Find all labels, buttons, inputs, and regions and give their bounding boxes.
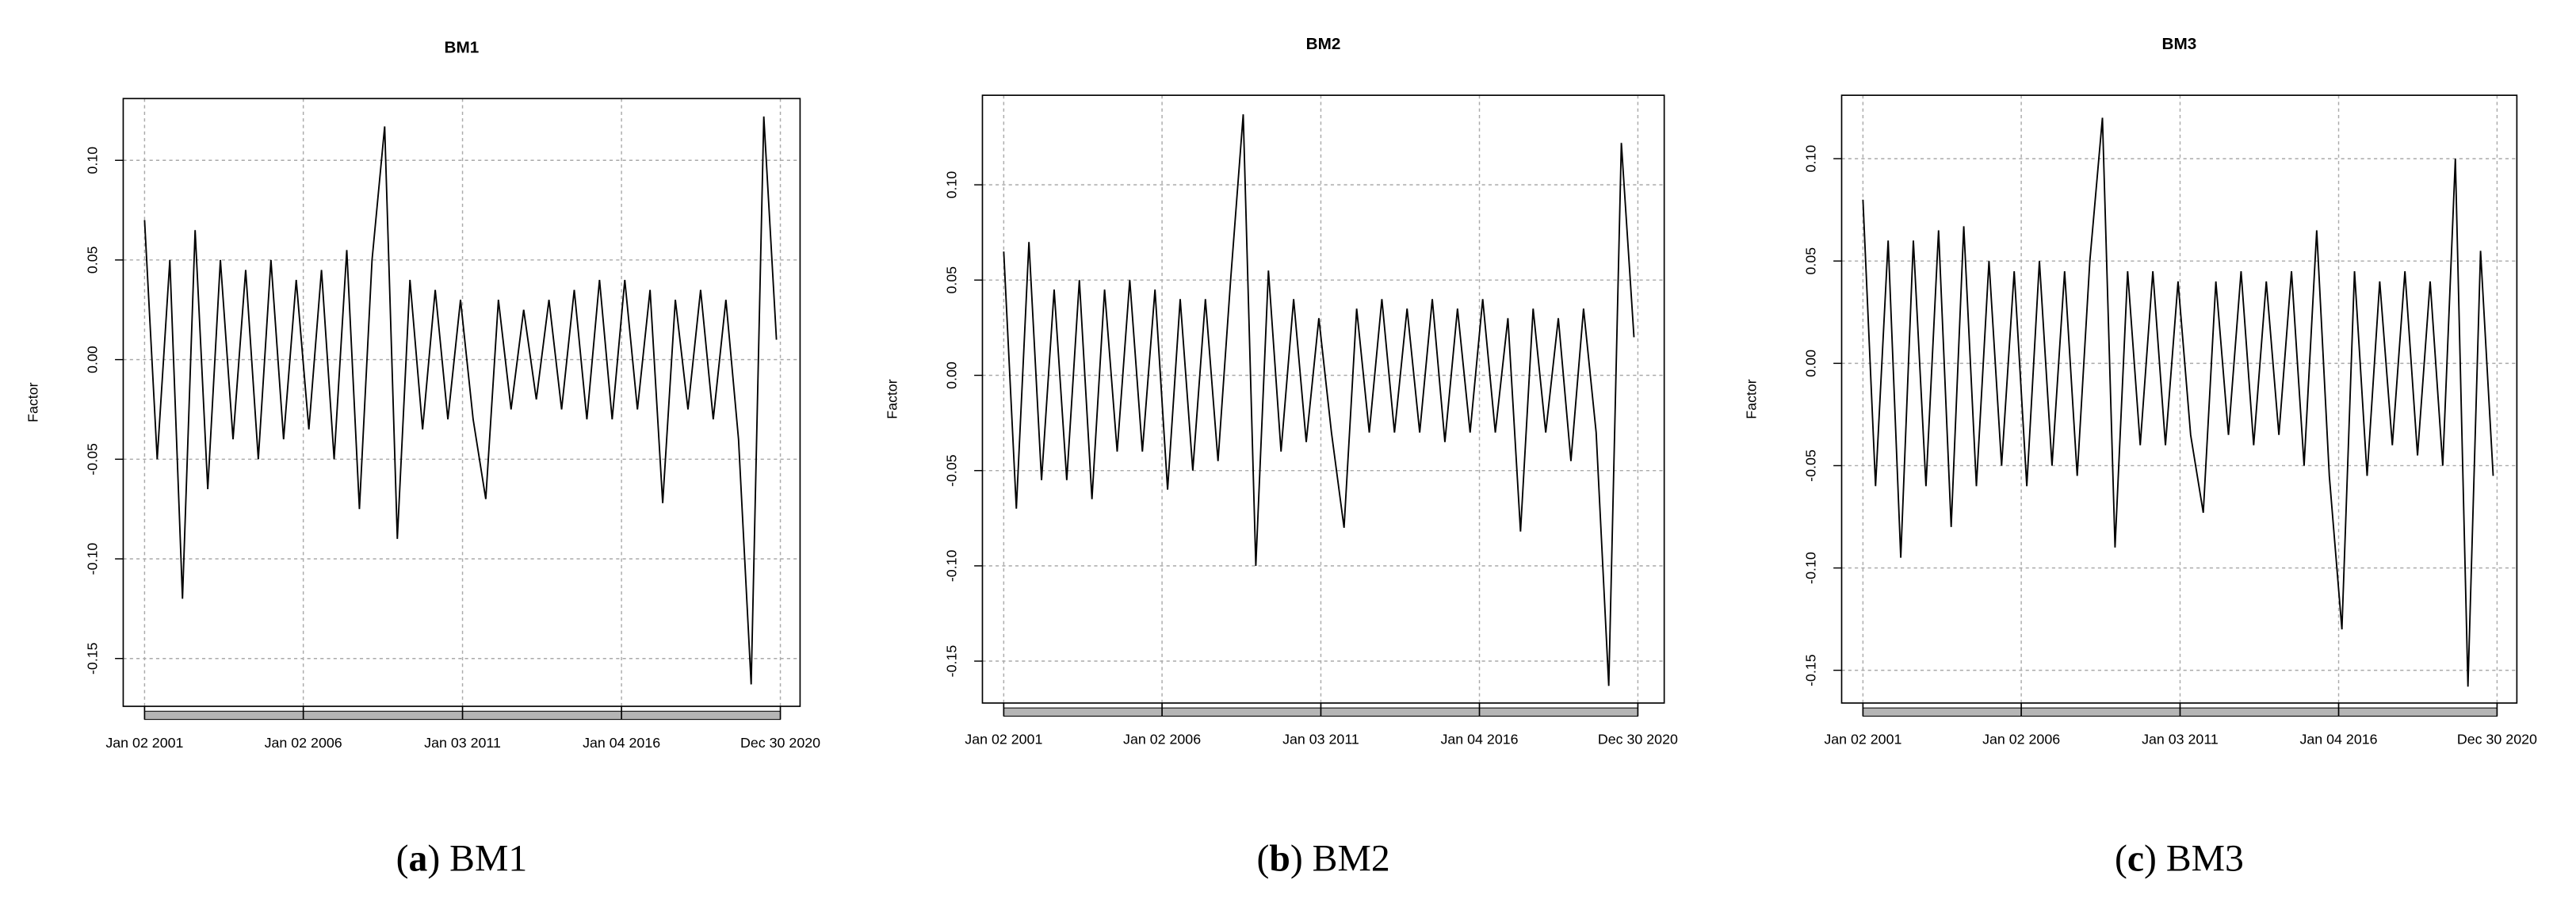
caption-paren: ( <box>2115 838 2127 879</box>
y-axis-label: Factor <box>885 379 900 419</box>
caption-text: BM2 <box>1313 838 1390 879</box>
y-tick-label: -0.10 <box>1802 552 1818 584</box>
x-tick-label: Jan 03 2011 <box>1282 732 1359 748</box>
y-tick-label: 0.05 <box>943 266 959 294</box>
caption: (b) BM2 <box>1256 838 1389 879</box>
plot-frame <box>1840 94 2518 704</box>
caption-paren: ( <box>1256 838 1269 879</box>
y-axis-label: Factor <box>1744 379 1760 419</box>
caption-letter: c <box>2127 838 2144 879</box>
chart-title: BM1 <box>445 38 480 56</box>
y-tick-label: 0.05 <box>84 247 100 274</box>
y-tick-label: -0.05 <box>1802 449 1818 482</box>
caption-letter: b <box>1269 838 1290 879</box>
y-axis-label: Factor <box>25 382 41 422</box>
y-tick-label: -0.05 <box>84 443 100 476</box>
chart-title: BM3 <box>2162 35 2197 53</box>
caption-paren: ) <box>2144 838 2166 879</box>
caption-paren: ) <box>427 838 449 879</box>
plot-frame <box>122 98 801 707</box>
y-tick-label: 0.00 <box>943 361 959 389</box>
x-tick-label: Jan 02 2001 <box>105 735 183 751</box>
x-tick-label: Dec 30 2020 <box>2457 732 2537 748</box>
y-tick-label: -0.05 <box>943 454 959 487</box>
x-tick-label: Jan 02 2006 <box>265 735 342 751</box>
x-tick-label: Dec 30 2020 <box>740 735 820 751</box>
x-tick-label: Jan 04 2016 <box>1440 732 1518 748</box>
x-tick-label: Jan 04 2016 <box>2299 732 2377 748</box>
series-line <box>1862 117 2494 687</box>
y-tick-label: -0.15 <box>943 645 959 678</box>
caption-text: BM1 <box>449 838 527 879</box>
x-tick-label: Jan 03 2011 <box>2142 732 2219 748</box>
caption: (a) BM1 <box>396 838 528 879</box>
series-line <box>1003 114 1635 686</box>
x-tick-label: Jan 02 2001 <box>965 732 1042 748</box>
x-tick-label: Jan 04 2016 <box>583 735 660 751</box>
chart-title: BM2 <box>1306 35 1341 53</box>
x-tick-label: Jan 03 2011 <box>424 735 501 751</box>
y-tick-label: 0.10 <box>1802 145 1818 173</box>
y-tick-label: -0.15 <box>1802 654 1818 686</box>
caption: (c) BM3 <box>2115 838 2244 879</box>
y-tick-label: 0.10 <box>84 147 100 174</box>
y-tick-label: -0.10 <box>943 549 959 582</box>
caption-paren: ( <box>396 838 409 879</box>
y-tick-label: 0.00 <box>84 346 100 373</box>
plot-frame <box>981 94 1665 704</box>
series-line <box>143 116 778 685</box>
caption-text: BM3 <box>2166 838 2244 879</box>
y-tick-label: 0.00 <box>1802 350 1818 377</box>
x-tick-label: Jan 02 2006 <box>1982 732 2060 748</box>
y-tick-label: -0.15 <box>84 642 100 675</box>
caption-letter: a <box>409 838 428 879</box>
x-tick-label: Jan 02 2006 <box>1123 732 1201 748</box>
y-tick-label: -0.10 <box>84 543 100 575</box>
x-tick-label: Jan 02 2001 <box>1824 732 1901 748</box>
y-tick-label: 0.05 <box>1802 247 1818 275</box>
y-tick-label: 0.10 <box>943 171 959 199</box>
x-tick-label: Dec 30 2020 <box>1598 732 1678 748</box>
caption-paren: ) <box>1290 838 1313 879</box>
